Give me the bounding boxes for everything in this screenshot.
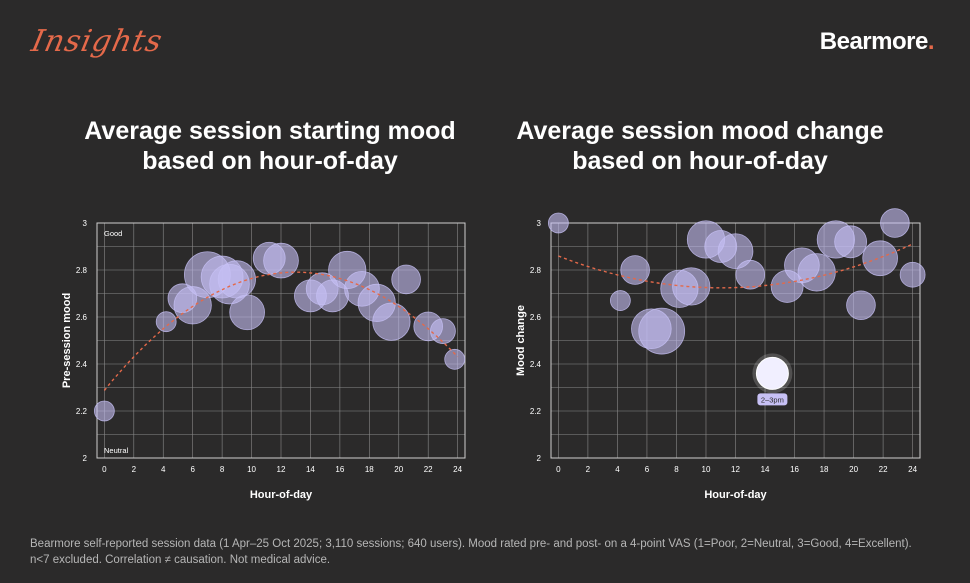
x-tick-label: 12 (731, 465, 740, 474)
x-tick-label: 4 (161, 465, 166, 474)
data-bubble (638, 307, 686, 355)
y-tick-label: 2.6 (76, 313, 88, 322)
x-tick-label: 10 (247, 465, 256, 474)
x-tick-label: 8 (674, 465, 679, 474)
data-bubble (797, 253, 836, 292)
bearmore-logo[interactable]: Bearmore. (819, 28, 935, 56)
data-bubble (899, 261, 926, 288)
x-tick-label: 24 (453, 465, 462, 474)
x-tick-label: 18 (365, 465, 374, 474)
data-bubble (846, 290, 876, 321)
data-bubble (735, 259, 766, 290)
x-tick-label: 22 (424, 465, 433, 474)
y-tick-label: 2.8 (76, 266, 88, 275)
x-tick-label: 20 (394, 465, 403, 474)
x-tick-label: 16 (790, 465, 799, 474)
y-tick-label: 2.6 (530, 313, 542, 322)
y-axis-label: Pre-session mood (61, 293, 73, 388)
y-tick-label: 2 (537, 454, 542, 463)
footnote-line-1: Bearmore self-reported session data (1 A… (30, 538, 912, 550)
highlight-label: 2–3pm (761, 395, 784, 404)
y-tick-label: 3 (83, 219, 88, 228)
y-tick-label: 2.4 (530, 360, 542, 369)
highlight-label-bg (757, 393, 788, 406)
x-tick-label: 10 (702, 465, 711, 474)
highlight-bubble (755, 356, 789, 390)
x-tick-label: 8 (220, 465, 225, 474)
y-tick-label: 3 (537, 219, 542, 228)
x-tick-label: 14 (761, 465, 770, 474)
x-tick-label: 22 (879, 465, 888, 474)
x-tick-label: 6 (645, 465, 650, 474)
y-tick-label: 2.2 (530, 407, 542, 416)
x-tick-label: 18 (820, 465, 829, 474)
data-bubble (717, 233, 754, 270)
x-tick-label: 12 (277, 465, 286, 474)
data-bubble (391, 264, 421, 295)
starting-mood-chart: 0 2 4 6 8 10 12 14 16 18 20 22 2422.22.42.62.83Hour-… (61, 219, 466, 501)
data-bubble (93, 400, 115, 422)
x-tick-label: 2 (586, 465, 591, 474)
x-axis-label: Hour-of-day (250, 489, 313, 501)
data-bubble (155, 311, 177, 333)
data-bubble (372, 302, 411, 341)
x-tick-label: 0 (102, 465, 107, 474)
mood-change-chart-title: Average session mood change based on hou… (516, 117, 884, 175)
data-bubble (229, 294, 265, 331)
footnote-line-2: n<7 excluded. Correlation ≠ causation. N… (30, 554, 331, 566)
annotation-neutral: Neutral (104, 446, 129, 455)
data-bubble (862, 240, 898, 277)
data-bubble (444, 348, 466, 370)
x-tick-label: 16 (335, 465, 344, 474)
y-tick-label: 2.4 (76, 360, 88, 369)
y-tick-label: 2.8 (530, 266, 542, 275)
data-bubble (609, 290, 631, 311)
logo-text: Bearmore (819, 28, 929, 55)
logo-dot: . (927, 28, 935, 55)
plot-border (96, 222, 466, 459)
data-bubble (880, 208, 910, 238)
x-tick-label: 2 (132, 465, 137, 474)
starting-mood-chart-title: Average session starting mood based on h… (84, 117, 456, 175)
y-tick-label: 2 (83, 454, 88, 463)
x-tick-label: 0 (556, 465, 561, 474)
trend-line (558, 243, 913, 289)
y-tick-label: 2.2 (76, 407, 88, 416)
x-tick-label: 6 (190, 465, 195, 474)
y-axis-label: Mood change (515, 305, 527, 376)
mood-change-chart: 0 2 4 6 8 10 12 14 16 18 20 22 2422.22.42.62.83Hour-… (515, 208, 926, 501)
data-bubble (620, 255, 650, 285)
x-tick-label: 4 (615, 465, 620, 474)
data-bubble (263, 242, 299, 279)
annotation-good: Good (104, 229, 122, 238)
trend-line (103, 271, 459, 391)
x-axis-label: Hour-of-day (704, 489, 767, 501)
x-tick-label: 14 (306, 465, 315, 474)
data-bubble (834, 225, 868, 259)
data-bubble (547, 212, 569, 234)
data-bubble (672, 267, 711, 306)
data-bubble (430, 318, 456, 344)
x-tick-label: 20 (849, 465, 858, 474)
plot-border (550, 222, 921, 459)
footnote: Bearmore self-reported session data (1 A… (30, 536, 960, 568)
x-tick-label: 24 (908, 465, 917, 474)
